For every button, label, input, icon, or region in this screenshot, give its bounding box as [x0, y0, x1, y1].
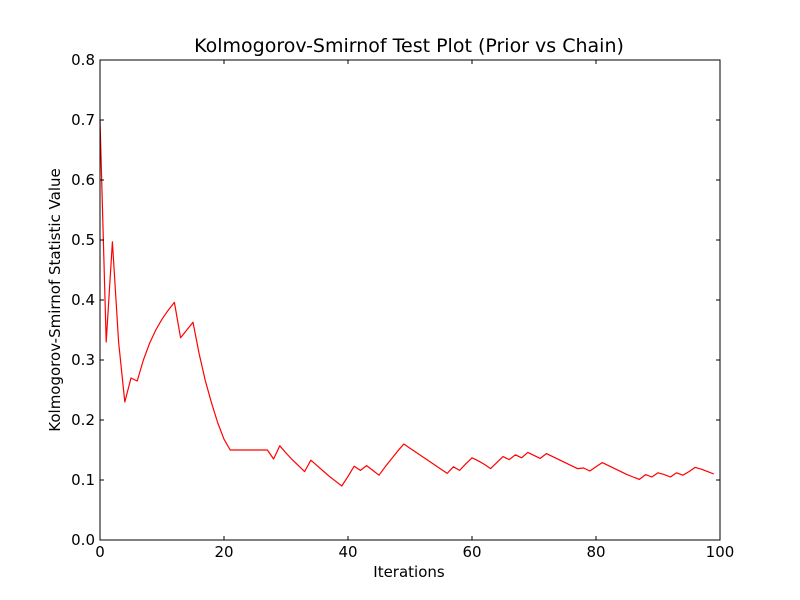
y-tick-label: 0.6	[71, 171, 95, 189]
y-tick-label: 0.1	[71, 471, 95, 489]
x-tick-label: 60	[462, 543, 481, 561]
y-tick-label: 0.5	[71, 231, 95, 249]
x-axis-label: Iterations	[373, 563, 445, 581]
series-line-0	[99, 119, 715, 487]
chart-title: Kolmogorov-Smirnof Test Plot (Prior vs C…	[194, 35, 624, 57]
y-tick-label: 0.0	[71, 531, 95, 549]
x-tick-label: 0	[95, 543, 105, 561]
x-tick-label: 20	[214, 543, 233, 561]
y-tick-label: 0.4	[71, 291, 95, 309]
y-tick-label: 0.8	[71, 51, 95, 69]
y-tick-label: 0.3	[71, 351, 95, 369]
y-axis-label: Kolmogorov-Smirnof Statistic Value	[46, 168, 64, 431]
axis-ticks: 0 20 40 60 80 100 0.0 0.1 0.2 0.3 0.4 0.5 0.6 0.7 0.8	[71, 51, 734, 561]
x-tick-label: 100	[706, 543, 735, 561]
y-tick-label: 0.7	[71, 111, 95, 129]
y-tick-label: 0.2	[71, 411, 95, 429]
x-tick-label: 40	[338, 543, 357, 561]
x-tick-label: 80	[586, 543, 605, 561]
